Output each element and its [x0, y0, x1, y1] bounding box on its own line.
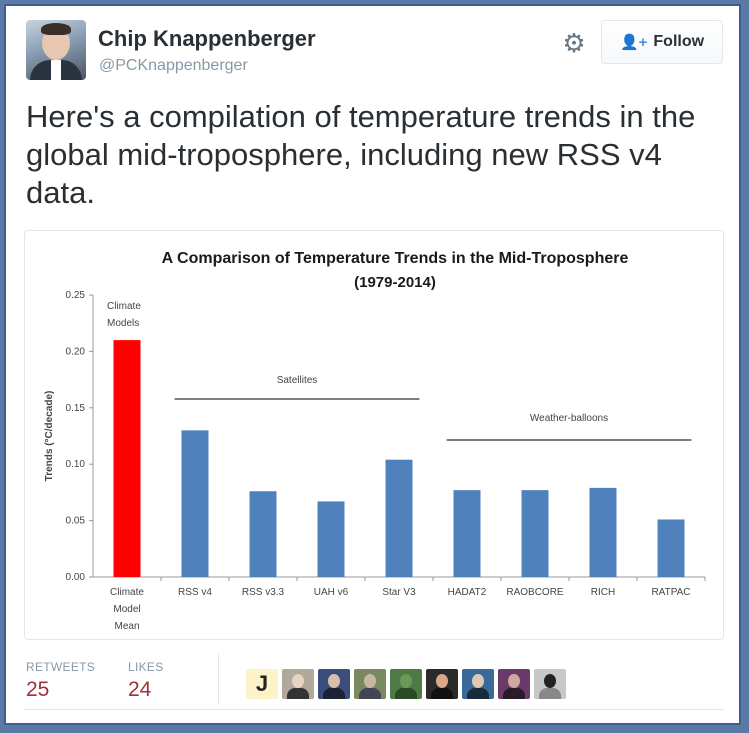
liker-avatar[interactable] [318, 669, 350, 699]
liker-avatar[interactable] [282, 669, 314, 699]
liker-avatar[interactable] [462, 669, 494, 699]
y-axis-label: Trends (°C/decade) [44, 391, 55, 482]
bar [521, 490, 549, 577]
bar [589, 487, 617, 577]
x-tick-label: Model [113, 604, 140, 615]
liker-avatar[interactable]: J [246, 669, 278, 699]
bar [113, 340, 141, 577]
x-tick-label: Mean [114, 621, 139, 632]
retweets-label: RETWEETS [26, 660, 96, 674]
chart-subtitle: (1979-2014) [354, 274, 436, 291]
retweets-stat[interactable]: RETWEETS 25 [26, 660, 95, 702]
gear-icon[interactable]: ⚙ [562, 28, 586, 58]
y-tick-label: 0.00 [66, 572, 86, 583]
x-tick-label: Climate [110, 587, 144, 598]
annotation-balloons: Weather-balloons [530, 413, 608, 424]
bar [453, 490, 481, 577]
x-tick-label: RSS v4 [178, 587, 212, 598]
bar [317, 501, 345, 577]
bar [657, 519, 685, 577]
x-tick-label: UAH v6 [314, 587, 349, 598]
likes-label: LIKES [128, 660, 164, 674]
chart-title: A Comparison of Temperature Trends in th… [162, 250, 629, 267]
tweet-text: Here's a compilation of temperature tren… [26, 99, 696, 210]
avatar[interactable] [26, 20, 86, 80]
y-tick-label: 0.15 [66, 403, 86, 414]
x-tick-label: RAOBCORE [506, 587, 564, 598]
liker-avatars: J [246, 669, 566, 699]
likes-count: 24 [128, 678, 152, 701]
bar [181, 430, 209, 577]
x-tick-label: RSS v3.3 [242, 587, 285, 598]
follow-label: Follow [653, 33, 705, 50]
chart-image[interactable]: A Comparison of Temperature Trends in th… [24, 230, 724, 640]
author-name[interactable]: Chip Knappenberger [98, 26, 316, 51]
y-tick-label: 0.10 [66, 459, 86, 470]
annotation-satellites: Satellites [277, 375, 318, 386]
retweets-count: 25 [26, 678, 50, 701]
divider [218, 654, 219, 704]
liker-avatar[interactable] [354, 669, 386, 699]
tweet-card: Chip Knappenberger @PCKnappenberger ⚙ 👤+… [4, 4, 741, 725]
annotation-models: Climate [107, 301, 141, 312]
y-tick-label: 0.25 [66, 290, 86, 301]
add-user-icon: 👤+ [619, 34, 648, 51]
divider [24, 709, 724, 710]
likes-stat[interactable]: LIKES 24 [128, 660, 164, 702]
author-handle[interactable]: @PCKnappenberger [99, 57, 248, 74]
x-tick-label: RICH [591, 587, 615, 598]
x-tick-label: HADAT2 [448, 587, 487, 598]
x-tick-label: RATPAC [651, 587, 690, 598]
bar [385, 459, 413, 577]
bar [249, 491, 277, 577]
liker-avatar[interactable] [534, 669, 566, 699]
bar-chart: A Comparison of Temperature Trends in th… [44, 250, 706, 632]
liker-avatar[interactable] [390, 669, 422, 699]
annotation-models: Models [107, 318, 139, 329]
y-tick-label: 0.05 [66, 516, 86, 527]
x-tick-label: Star V3 [382, 587, 416, 598]
y-tick-label: 0.20 [66, 346, 86, 357]
liker-avatar[interactable] [498, 669, 530, 699]
follow-button[interactable]: 👤+ Follow [601, 20, 723, 64]
liker-avatar[interactable] [426, 669, 458, 699]
